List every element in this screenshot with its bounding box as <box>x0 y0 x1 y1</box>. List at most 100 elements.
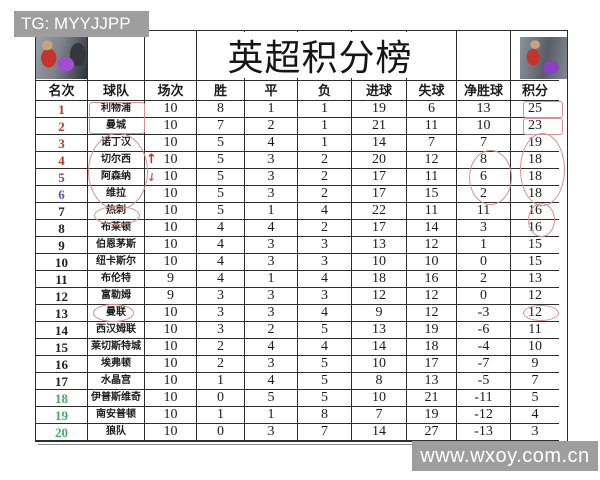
cell-gf: 17 <box>352 186 407 203</box>
cell-pts: 10 <box>511 339 559 356</box>
cell-pts: 19 <box>511 135 559 152</box>
header-cell-1: 球队 <box>88 81 145 101</box>
league-standings-table: 名次 球队 场次胜平负进球 失球 净胜球 积分 1 利物浦 10 8 1 1 19 6 13 25 2 曼城 10… <box>35 30 568 442</box>
header-cell-3: 胜 <box>197 81 245 101</box>
table-row-11: 11 布伦特 9 4 1 4 18 16 2 13 <box>36 271 567 288</box>
cell-l: 5 <box>298 322 352 339</box>
cell-p: 9 <box>145 271 197 288</box>
table-row-1: 1 利物浦 10 8 1 1 19 6 13 25 <box>36 101 567 118</box>
cell-rank: 3 <box>36 135 88 152</box>
cell-w: 0 <box>197 390 245 407</box>
cell-d: 4 <box>245 373 298 390</box>
cell-gd: -5 <box>457 373 511 390</box>
cell-gf: 10 <box>352 254 407 271</box>
cell-ga: 12 <box>407 305 457 322</box>
cell-ga: 15 <box>407 186 457 203</box>
cell-team: 富勒姆 <box>88 288 145 305</box>
cell-team: 南安普顿 <box>88 407 145 424</box>
table-row-17: 17 水晶宫 10 1 4 5 8 13 -5 7 <box>36 373 567 390</box>
cell-d: 2 <box>245 322 298 339</box>
cell-pts: 16 <box>511 203 559 220</box>
header-cell-5: 负 <box>298 81 352 101</box>
cell-gf: 8 <box>352 373 407 390</box>
cell-pts: 18 <box>511 152 559 169</box>
cell-ga: 19 <box>407 407 457 424</box>
cell-pts: 11 <box>511 322 559 339</box>
cell-d: 3 <box>245 152 298 169</box>
cell-rank: 5 <box>36 169 88 186</box>
cell-pts: 4 <box>511 407 559 424</box>
cell-p: 10 <box>145 407 197 424</box>
cell-l: 4 <box>298 305 352 322</box>
cell-ga: 27 <box>407 424 457 441</box>
header-cell-9: 积分 <box>511 81 559 101</box>
cell-rank: 17 <box>36 373 88 390</box>
cell-w: 7 <box>197 118 245 135</box>
table-row-20: 20 狼队 10 0 3 7 14 27 -13 3 <box>36 424 567 441</box>
cell-gf: 14 <box>352 135 407 152</box>
cell-p: 10 <box>145 169 197 186</box>
cell-p: 10 <box>145 356 197 373</box>
cell-gf: 7 <box>352 407 407 424</box>
cell-gd: 0 <box>457 254 511 271</box>
page-title: 英超积分榜 <box>228 32 412 78</box>
cell-pts: 18 <box>511 169 559 186</box>
cell-ga: 21 <box>407 390 457 407</box>
cell-w: 4 <box>197 254 245 271</box>
cell-p: 10 <box>145 254 197 271</box>
cell-p: 10 <box>145 305 197 322</box>
cell-l: 7 <box>298 424 352 441</box>
cell-gf: 10 <box>352 356 407 373</box>
table-row-16: 16 埃弗顿 10 2 3 5 10 17 -7 9 <box>36 356 567 373</box>
cell-l: 5 <box>298 356 352 373</box>
cell-l: 2 <box>298 152 352 169</box>
cell-p: 10 <box>145 203 197 220</box>
cell-gd: -6 <box>457 322 511 339</box>
cell-gd: 8 <box>457 152 511 169</box>
cell-team: 伊普斯维奇 <box>88 390 145 407</box>
cell-team: 切尔西 <box>88 152 145 169</box>
cell-team: 莱切斯特城 <box>88 339 145 356</box>
cell-team: 阿森纳 <box>88 169 145 186</box>
cell-l: 2 <box>298 186 352 203</box>
cell-d: 2 <box>245 118 298 135</box>
cell-w: 5 <box>197 186 245 203</box>
cell-team: 狼队 <box>88 424 145 441</box>
cell-gf: 14 <box>352 424 407 441</box>
table-bottom-line <box>38 444 568 445</box>
title-row-spacer <box>88 31 145 81</box>
cell-team: 伯恩茅斯 <box>88 237 145 254</box>
header-cell-6: 进球 <box>352 81 407 101</box>
cell-l: 1 <box>298 118 352 135</box>
cell-gf: 10 <box>352 390 407 407</box>
cell-gf: 9 <box>352 305 407 322</box>
cell-gd: -11 <box>457 390 511 407</box>
cell-rank: 8 <box>36 220 88 237</box>
cell-pts: 3 <box>511 424 559 441</box>
cell-ga: 12 <box>407 152 457 169</box>
header-row: 名次 球队 场次胜平负进球 失球 净胜球 积分 <box>36 81 567 101</box>
cell-gd: 0 <box>457 288 511 305</box>
cell-w: 0 <box>197 424 245 441</box>
cell-gf: 18 <box>352 271 407 288</box>
cell-d: 5 <box>245 390 298 407</box>
cell-p: 10 <box>145 424 197 441</box>
cell-d: 3 <box>245 305 298 322</box>
cell-ga: 13 <box>407 373 457 390</box>
table-row-13: 13 曼联 10 3 3 4 9 12 -3 12 <box>36 305 567 322</box>
header-cell-0: 名次 <box>36 81 88 101</box>
cell-rank: 12 <box>36 288 88 305</box>
cell-w: 4 <box>197 237 245 254</box>
table-row-8: 8 布莱顿 10 4 4 2 17 14 3 16 <box>36 220 567 237</box>
cell-team: 曼城 <box>88 118 145 135</box>
cell-gf: 19 <box>352 101 407 118</box>
cell-team: 埃弗顿 <box>88 356 145 373</box>
cell-gf: 20 <box>352 152 407 169</box>
cell-w: 1 <box>197 373 245 390</box>
cell-ga: 17 <box>407 356 457 373</box>
cell-ga: 18 <box>407 339 457 356</box>
cell-p: 10 <box>145 152 197 169</box>
header-cell-8: 净胜球 <box>457 81 511 101</box>
cell-p: 10 <box>145 373 197 390</box>
cell-d: 3 <box>245 237 298 254</box>
